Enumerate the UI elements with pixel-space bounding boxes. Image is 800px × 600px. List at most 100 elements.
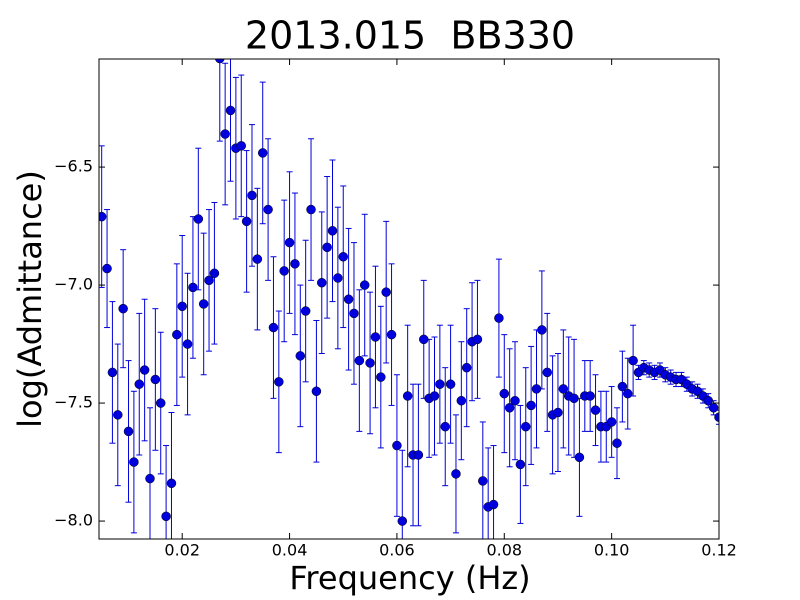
data-point <box>703 395 714 406</box>
data-point <box>574 452 585 463</box>
data-point <box>526 400 536 411</box>
data-point <box>209 268 220 279</box>
data-point <box>247 190 257 201</box>
data-point <box>150 374 161 385</box>
plot-area <box>99 59 719 539</box>
data-point <box>123 426 134 437</box>
data-point <box>521 421 531 432</box>
data-point <box>531 384 542 394</box>
data-point <box>590 405 601 415</box>
data-point <box>456 395 467 406</box>
data-point <box>327 226 338 236</box>
data-point <box>257 148 268 158</box>
data-point <box>542 367 552 378</box>
data-point <box>220 129 230 139</box>
data-point <box>166 478 177 489</box>
data-point <box>99 211 107 222</box>
data-point <box>628 355 638 366</box>
x-tick-label: 0.12 <box>701 541 737 560</box>
data-point <box>236 141 247 151</box>
data-point <box>537 325 547 335</box>
data-point <box>241 216 252 227</box>
data-point <box>402 391 413 401</box>
data-point <box>488 499 499 510</box>
x-tick-label: 0.02 <box>164 541 200 560</box>
data-point <box>317 277 327 288</box>
data-point <box>419 334 429 345</box>
data-point <box>204 275 214 286</box>
data-point <box>338 252 348 262</box>
data-point <box>182 339 193 349</box>
data-point <box>435 379 445 389</box>
data-point <box>386 329 397 340</box>
data-point <box>553 407 563 418</box>
data-point <box>172 329 182 340</box>
y-tick-label: −7.0 <box>54 275 93 294</box>
data-point <box>215 59 225 64</box>
plot-frame <box>98 58 720 540</box>
data-point <box>134 379 145 389</box>
y-axis-label: log(Admittance) <box>11 170 49 428</box>
data-point <box>381 287 391 297</box>
x-tick-label: 0.04 <box>272 541 308 560</box>
data-point <box>343 294 354 304</box>
data-point <box>279 266 289 276</box>
data-point <box>472 334 483 345</box>
data-point <box>365 358 375 368</box>
x-tick-label: 0.06 <box>379 541 415 560</box>
data-point <box>585 391 595 401</box>
x-axis-label: Frequency (Hz) <box>289 559 530 597</box>
data-point <box>429 391 440 401</box>
data-point <box>510 395 520 406</box>
data-point <box>461 362 472 373</box>
data-point <box>284 237 295 248</box>
data-point <box>612 438 622 448</box>
data-point <box>300 306 311 316</box>
data-point <box>392 440 402 451</box>
data-point <box>129 457 139 467</box>
data-point <box>349 308 359 319</box>
data-point <box>558 384 569 394</box>
data-point <box>499 388 510 399</box>
y-tick-label: −8.0 <box>54 511 93 530</box>
y-tick-label: −7.5 <box>54 393 93 412</box>
data-point <box>274 377 284 387</box>
data-point <box>252 254 263 264</box>
data-point <box>376 372 386 382</box>
data-point <box>354 355 365 366</box>
data-point <box>145 473 155 484</box>
data-point <box>504 403 515 413</box>
data-point <box>445 379 456 389</box>
data-point <box>290 259 300 269</box>
y-tick-label: −6.5 <box>54 157 93 176</box>
data-point <box>161 511 171 522</box>
data-point <box>397 516 408 526</box>
data-point <box>333 273 343 283</box>
data-point <box>370 332 381 342</box>
data-point <box>268 322 279 333</box>
data-point <box>413 450 424 460</box>
data-point <box>193 214 204 224</box>
data-point <box>107 367 118 378</box>
x-tick-label: 0.08 <box>486 541 522 560</box>
chart-title: 2013.015 BB330 <box>245 14 575 58</box>
data-point <box>225 105 236 116</box>
data-point <box>263 204 273 215</box>
data-point <box>198 299 209 309</box>
data-point <box>515 459 526 470</box>
data-point <box>306 204 316 215</box>
data-point <box>113 410 123 420</box>
data-point <box>188 282 198 293</box>
data-point <box>102 263 112 274</box>
data-point <box>494 313 504 323</box>
data-point <box>295 351 306 361</box>
data-point <box>478 476 488 486</box>
data-point <box>451 469 461 479</box>
data-point <box>311 386 322 397</box>
x-tick-label: 0.10 <box>594 541 630 560</box>
data-point <box>177 301 187 312</box>
data-point <box>322 242 332 253</box>
data-point <box>155 398 166 408</box>
data-point <box>569 393 579 404</box>
